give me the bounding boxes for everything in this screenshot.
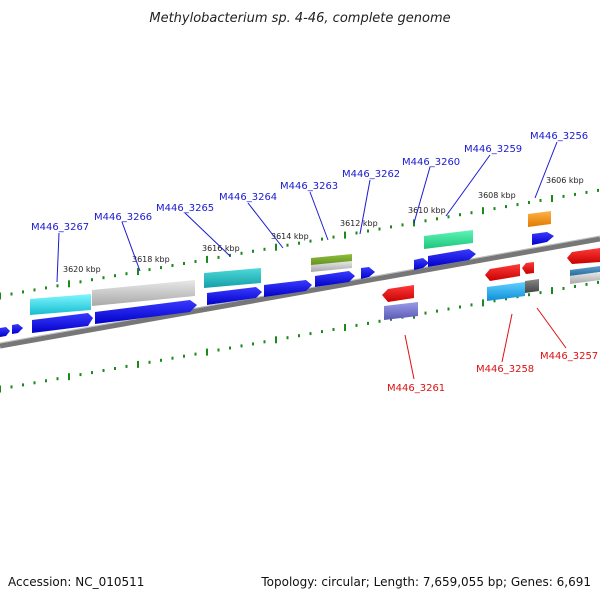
feature-bar[interactable] <box>528 211 551 227</box>
genome-backbone <box>0 236 600 349</box>
feature-bar[interactable] <box>525 279 539 293</box>
ruler-label: 3618 kbp <box>132 255 170 264</box>
cds-arrow[interactable] <box>264 280 312 297</box>
gene-label[interactable]: M446_3262 <box>342 169 400 180</box>
cds-arrow[interactable] <box>315 271 355 287</box>
gene-label[interactable]: M446_3266 <box>94 212 152 223</box>
map-title: Methylobacterium sp. 4-46, complete geno… <box>149 11 450 26</box>
accession-text: Accession: NC_010511 <box>8 575 144 589</box>
genome-summary-text: Topology: circular; Length: 7,659,055 bp… <box>260 575 591 589</box>
feature-bar[interactable] <box>384 302 418 320</box>
gene-label[interactable]: M446_3257 <box>540 351 598 362</box>
ruler-label: 3614 kbp <box>271 232 309 241</box>
cds-arrow[interactable] <box>522 262 534 274</box>
gene-leader-line <box>536 307 567 349</box>
gene-label[interactable]: M446_3267 <box>31 222 89 233</box>
gene-label[interactable]: M446_3261 <box>387 383 445 394</box>
cds-arrow[interactable] <box>428 249 476 267</box>
feature-bar[interactable] <box>204 268 261 288</box>
cds-arrow[interactable] <box>207 287 262 305</box>
ruler-labels: 3620 kbp 3618 kbp 3616 kbp 3614 kbp 3612… <box>63 176 584 274</box>
feature-bar[interactable] <box>487 282 525 301</box>
cds-arrow[interactable] <box>414 258 429 270</box>
feature-band <box>30 211 551 315</box>
gene-leader-line <box>56 232 60 283</box>
gene-label[interactable]: M446_3256 <box>530 131 588 142</box>
cds-arrow[interactable] <box>532 232 554 245</box>
gene-leader-line <box>184 212 231 257</box>
feature-bar[interactable] <box>30 294 91 315</box>
gene-label[interactable]: M446_3258 <box>476 364 534 375</box>
cds-arrow[interactable] <box>32 313 93 333</box>
cds-arrow[interactable] <box>95 300 197 324</box>
gene-leader-line <box>359 179 371 235</box>
forward-gene-labels: M446_3267 M446_3266 M446_3265 M446_3264 … <box>31 131 588 283</box>
gene-leader-line <box>309 191 329 241</box>
gene-label[interactable]: M446_3260 <box>402 157 460 168</box>
ruler-label: 3612 kbp <box>340 219 378 228</box>
ruler-label: 3610 kbp <box>408 206 446 215</box>
forward-cds-row <box>0 232 554 337</box>
ruler-label: 3620 kbp <box>63 265 101 274</box>
gene-leader-line <box>404 334 415 380</box>
ruler-label: 3606 kbp <box>546 176 584 185</box>
cds-arrow[interactable] <box>382 285 414 302</box>
lower-feature-band <box>384 266 600 320</box>
feature-bar[interactable] <box>570 266 600 276</box>
reverse-cds-row <box>382 248 600 302</box>
cds-arrow[interactable] <box>12 324 23 334</box>
gene-leader-line <box>445 154 491 217</box>
cds-arrow[interactable] <box>567 248 600 264</box>
feature-bar[interactable] <box>424 230 473 249</box>
gene-leader-line <box>534 141 558 199</box>
feature-bar[interactable] <box>311 261 352 272</box>
feature-bar[interactable] <box>570 272 600 284</box>
cds-arrow[interactable] <box>485 264 520 281</box>
cds-arrow[interactable] <box>361 267 375 279</box>
gene-leader-line <box>501 313 513 363</box>
gene-label[interactable]: M446_3264 <box>219 192 277 203</box>
gene-label[interactable]: M446_3265 <box>156 203 214 214</box>
ruler-label: 3616 kbp <box>202 244 240 253</box>
feature-bar[interactable] <box>92 280 195 306</box>
reverse-gene-labels: M446_3261 M446_3258 M446_3257 <box>387 307 598 394</box>
cds-arrow[interactable] <box>0 327 10 337</box>
gene-leader-line <box>121 221 141 272</box>
outer-tick-row <box>0 188 599 300</box>
gene-label[interactable]: M446_3259 <box>464 144 522 155</box>
ruler-label: 3608 kbp <box>478 191 516 200</box>
gene-label[interactable]: M446_3263 <box>280 181 338 192</box>
gene-leader-line <box>247 202 284 249</box>
gene-leader-line <box>413 166 431 224</box>
